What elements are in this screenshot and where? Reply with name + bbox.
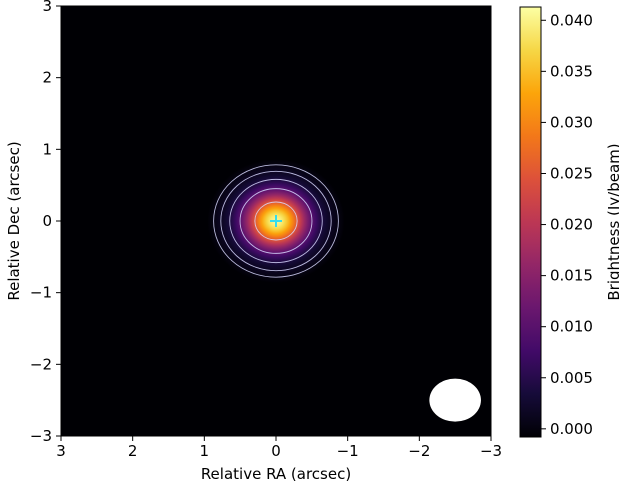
- colorbar-label: Brightness (Jy/beam): [605, 143, 619, 300]
- x-tick-label: 3: [56, 442, 66, 460]
- x-tick-label: −2: [408, 442, 430, 460]
- x-tick-label: −1: [337, 442, 359, 460]
- peak-marker: [270, 215, 282, 227]
- colorbar-tick-label: 0.000: [550, 420, 593, 438]
- colorbar-tick-label: 0.015: [550, 267, 593, 285]
- y-axis-label: Relative Dec (arcsec): [5, 141, 23, 300]
- colorbar-tick-label: 0.040: [550, 11, 593, 29]
- plot-area: [60, 5, 492, 437]
- y-axis: 3 2 1 0 −1 −2 −3: [30, 0, 61, 445]
- y-tick-label: 3: [42, 0, 52, 15]
- colorbar: 0.000 0.005 0.010 0.015 0.020 0.025 0.030 0.035…: [519, 6, 619, 438]
- contours: [213, 164, 339, 278]
- colorbar-ticks: 0.000 0.005 0.010 0.015 0.020 0.025 0.030 0.035…: [541, 11, 593, 438]
- x-tick-label: 1: [200, 442, 210, 460]
- y-tick-label: −3: [30, 427, 52, 445]
- y-tick-label: 1: [42, 140, 52, 158]
- contour-3: [239, 188, 313, 254]
- contour-0: [213, 164, 339, 278]
- colorbar-frame: [519, 6, 542, 438]
- colorbar-tick-label: 0.020: [550, 216, 593, 234]
- y-tick-label: 0: [42, 212, 52, 230]
- x-tick-label: 2: [128, 442, 138, 460]
- x-tick-label: −3: [480, 442, 502, 460]
- contour-2: [229, 178, 323, 264]
- x-tick-label: 0: [271, 442, 281, 460]
- colorbar-tick-label: 0.030: [550, 113, 593, 131]
- colorbar-tick-label: 0.005: [550, 369, 593, 387]
- y-tick-label: −1: [30, 284, 52, 302]
- y-tick-label: −2: [30, 355, 52, 373]
- colorbar-tick-label: 0.035: [550, 62, 593, 80]
- x-axis-label: Relative RA (arcsec): [201, 465, 351, 483]
- colorbar-tick-label: 0.025: [550, 164, 593, 182]
- beam-ellipse: [429, 378, 481, 422]
- contour-1: [220, 170, 332, 272]
- colorbar-bar: [520, 7, 541, 437]
- y-tick-label: 2: [42, 69, 52, 87]
- contour-4: [254, 201, 298, 241]
- colorbar-tick-label: 0.010: [550, 318, 593, 336]
- x-axis: 3 2 1 0 −1 −2 −3: [56, 436, 502, 460]
